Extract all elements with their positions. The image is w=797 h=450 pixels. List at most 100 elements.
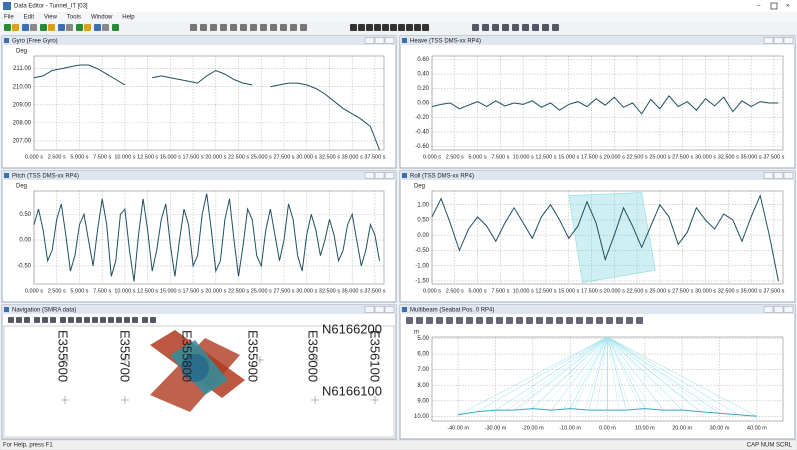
toolbar-button[interactable] bbox=[84, 317, 90, 323]
toolbar-button[interactable] bbox=[76, 317, 82, 323]
panel-button[interactable] bbox=[783, 172, 794, 179]
toolbar-button[interactable] bbox=[66, 24, 73, 31]
panel-button[interactable] bbox=[763, 306, 774, 313]
toolbar-button[interactable] bbox=[142, 317, 148, 323]
toolbar-button[interactable] bbox=[486, 317, 493, 324]
toolbar-button[interactable] bbox=[414, 24, 421, 31]
panel-button[interactable] bbox=[364, 37, 375, 44]
toolbar-button[interactable] bbox=[556, 317, 563, 324]
toolbar-button[interactable] bbox=[542, 24, 549, 31]
toolbar-button[interactable] bbox=[482, 24, 489, 31]
panel-button[interactable] bbox=[773, 172, 784, 179]
toolbar-button[interactable] bbox=[132, 317, 138, 323]
toolbar-button[interactable] bbox=[220, 24, 227, 31]
toolbar-button[interactable] bbox=[24, 317, 30, 323]
toolbar-button[interactable] bbox=[466, 317, 473, 324]
toolbar-button[interactable] bbox=[40, 24, 47, 31]
toolbar-button[interactable] bbox=[374, 24, 381, 31]
toolbar-button[interactable] bbox=[522, 24, 529, 31]
toolbar-button[interactable] bbox=[426, 317, 433, 324]
toolbar-button[interactable] bbox=[406, 317, 413, 324]
panel-button[interactable] bbox=[374, 37, 385, 44]
panel-button[interactable] bbox=[364, 306, 375, 313]
toolbar-button[interactable] bbox=[8, 317, 14, 323]
panel-button[interactable] bbox=[773, 37, 784, 44]
toolbar-button[interactable] bbox=[210, 24, 217, 31]
toolbar-button[interactable] bbox=[22, 24, 29, 31]
toolbar-button[interactable] bbox=[250, 24, 257, 31]
toolbar-button[interactable] bbox=[84, 24, 91, 31]
toolbar-button[interactable] bbox=[4, 24, 11, 31]
toolbar-button[interactable] bbox=[92, 317, 98, 323]
panel-button[interactable] bbox=[773, 306, 784, 313]
panel-button[interactable] bbox=[374, 172, 385, 179]
toolbar-button[interactable] bbox=[100, 317, 106, 323]
toolbar-button[interactable] bbox=[586, 317, 593, 324]
panel-button[interactable] bbox=[384, 37, 395, 44]
panel-button[interactable] bbox=[374, 306, 385, 313]
panel-button[interactable] bbox=[364, 172, 375, 179]
toolbar-button[interactable] bbox=[382, 24, 389, 31]
toolbar-button[interactable] bbox=[472, 24, 479, 31]
toolbar-button[interactable] bbox=[616, 317, 623, 324]
toolbar-button[interactable] bbox=[536, 317, 543, 324]
panel-button[interactable] bbox=[783, 306, 794, 313]
toolbar-button[interactable] bbox=[42, 317, 48, 323]
toolbar-button[interactable] bbox=[76, 24, 83, 31]
toolbar-button[interactable] bbox=[68, 317, 74, 323]
menu-item[interactable]: Window bbox=[91, 15, 113, 21]
toolbar-button[interactable] bbox=[446, 317, 453, 324]
toolbar-button[interactable] bbox=[260, 24, 267, 31]
toolbar-button[interactable] bbox=[366, 24, 373, 31]
toolbar-button[interactable] bbox=[506, 317, 513, 324]
toolbar-button[interactable] bbox=[200, 24, 207, 31]
toolbar-button[interactable] bbox=[108, 317, 114, 323]
toolbar-button[interactable] bbox=[16, 317, 22, 323]
toolbar-button[interactable] bbox=[60, 317, 66, 323]
toolbar-button[interactable] bbox=[94, 24, 101, 31]
toolbar-button[interactable] bbox=[406, 24, 413, 31]
toolbar-button[interactable] bbox=[358, 24, 365, 31]
toolbar-button[interactable] bbox=[58, 24, 65, 31]
toolbar-button[interactable] bbox=[526, 317, 533, 324]
toolbar-button[interactable] bbox=[596, 317, 603, 324]
toolbar-button[interactable] bbox=[30, 24, 37, 31]
toolbar-button[interactable] bbox=[270, 24, 277, 31]
menu-item[interactable]: Help bbox=[122, 15, 135, 21]
toolbar-button[interactable] bbox=[290, 24, 297, 31]
panel-button[interactable] bbox=[763, 172, 774, 179]
panel-button[interactable] bbox=[384, 172, 395, 179]
toolbar-button[interactable] bbox=[516, 317, 523, 324]
menu-item[interactable]: Tools bbox=[67, 15, 81, 21]
toolbar-button[interactable] bbox=[124, 317, 130, 323]
toolbar-button[interactable] bbox=[496, 317, 503, 324]
menu-item[interactable]: File bbox=[4, 15, 14, 21]
toolbar-button[interactable] bbox=[398, 24, 405, 31]
toolbar-button[interactable] bbox=[34, 317, 40, 323]
toolbar-button[interactable] bbox=[512, 24, 519, 31]
toolbar-button[interactable] bbox=[50, 317, 56, 323]
toolbar-button[interactable] bbox=[116, 317, 122, 323]
toolbar-button[interactable] bbox=[190, 24, 197, 31]
panel-button[interactable] bbox=[384, 306, 395, 313]
toolbar-button[interactable] bbox=[606, 317, 613, 324]
toolbar-button[interactable] bbox=[532, 24, 539, 31]
toolbar-button[interactable] bbox=[576, 317, 583, 324]
toolbar-button[interactable] bbox=[502, 24, 509, 31]
toolbar-button[interactable] bbox=[626, 317, 633, 324]
toolbar-button[interactable] bbox=[350, 24, 357, 31]
close-button[interactable]: × bbox=[786, 4, 790, 10]
toolbar-button[interactable] bbox=[422, 24, 429, 31]
toolbar-button[interactable] bbox=[416, 317, 423, 324]
toolbar-button[interactable] bbox=[112, 24, 119, 31]
panel-button[interactable] bbox=[783, 37, 794, 44]
toolbar-button[interactable] bbox=[12, 24, 19, 31]
toolbar-button[interactable] bbox=[280, 24, 287, 31]
toolbar-button[interactable] bbox=[48, 24, 55, 31]
toolbar-button[interactable] bbox=[230, 24, 237, 31]
toolbar-button[interactable] bbox=[390, 24, 397, 31]
toolbar-button[interactable] bbox=[240, 24, 247, 31]
toolbar-button[interactable] bbox=[476, 317, 483, 324]
toolbar-button[interactable] bbox=[492, 24, 499, 31]
toolbar-button[interactable] bbox=[456, 317, 463, 324]
